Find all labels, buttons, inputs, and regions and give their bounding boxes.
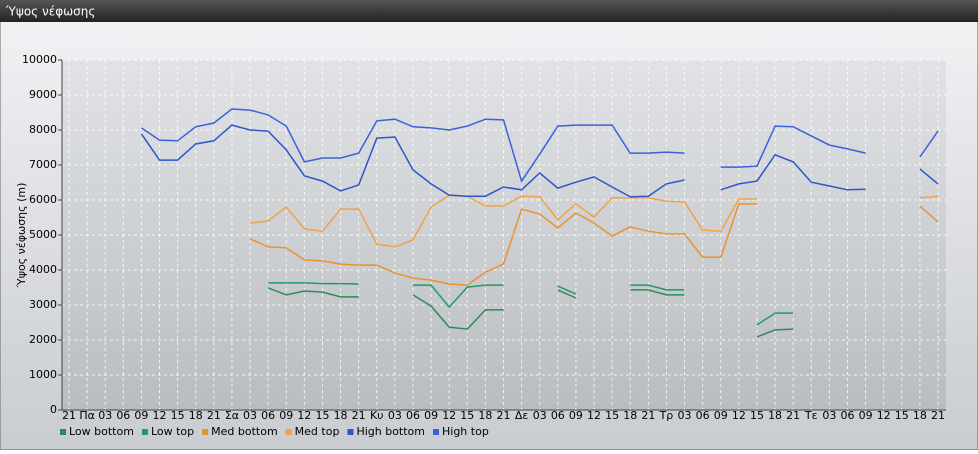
x-tick-label: 12: [877, 409, 891, 422]
x-tick-label: 09: [134, 409, 148, 422]
x-tick-label: 03: [533, 409, 547, 422]
x-tick-label: 03: [678, 409, 692, 422]
x-tick-label: 15: [750, 409, 764, 422]
x-tick-label: 03: [98, 409, 112, 422]
x-tick-label: 21: [207, 409, 221, 422]
x-tick-label: 06: [696, 409, 710, 422]
legend-swatch: [60, 429, 66, 435]
y-tick-label: 9000: [29, 88, 57, 101]
x-tick-label: 15: [315, 409, 329, 422]
y-tick-label: 0: [50, 403, 57, 416]
x-tick-label: 12: [587, 409, 601, 422]
x-tick-label: 06: [551, 409, 565, 422]
series-line: [140, 108, 939, 183]
legend-swatch: [433, 429, 439, 435]
y-tick-label: 7000: [29, 158, 57, 171]
x-tick-label: 12: [732, 409, 746, 422]
x-tick-label: Δε: [515, 409, 529, 422]
x-tick-label: 21: [62, 409, 76, 422]
y-tick-label: 5000: [29, 228, 57, 241]
x-tick-label: 15: [171, 409, 185, 422]
legend-label: Med bottom: [211, 425, 278, 438]
y-tick-label: 6000: [29, 193, 57, 206]
series-line: [268, 282, 794, 326]
series-line: [267, 287, 794, 338]
x-tick-label: 09: [424, 409, 438, 422]
x-tick-label: 18: [189, 409, 203, 422]
series-line: [140, 124, 939, 198]
legend-swatch: [141, 429, 148, 435]
title-bar: [0, 0, 978, 22]
x-tick-label: 21: [641, 409, 655, 422]
y-tick-label: 8000: [29, 123, 57, 136]
series-line: [249, 194, 939, 248]
legend-label: High top: [442, 425, 489, 438]
x-tick-label: 12: [442, 409, 456, 422]
x-tick-label: 06: [840, 409, 854, 422]
x-tick-label: 18: [623, 409, 637, 422]
x-tick-label: 06: [406, 409, 420, 422]
legend-label: Med top: [295, 425, 340, 438]
legend-label: Low bottom: [69, 425, 134, 438]
y-tick-label: 1000: [29, 368, 57, 381]
y-tick-label: 2000: [29, 333, 57, 346]
x-tick-label: 21: [786, 409, 800, 422]
x-tick-label: Πα: [79, 409, 95, 422]
x-tick-label: 12: [297, 409, 311, 422]
x-tick-label: 18: [478, 409, 492, 422]
x-tick-label: 18: [913, 409, 927, 422]
legend: Low bottom Low top Med bottom Med top High b…: [60, 425, 489, 438]
x-tick-label: 06: [261, 409, 275, 422]
x-tick-label: 09: [569, 409, 583, 422]
x-tick-label: 03: [388, 409, 402, 422]
x-tick-label: Τε: [804, 409, 818, 422]
x-tick-label: 21: [931, 409, 945, 422]
x-tick-label: 12: [153, 409, 167, 422]
x-tick-label: 18: [768, 409, 782, 422]
x-tick-label: 09: [279, 409, 293, 422]
x-tick-label: 21: [497, 409, 511, 422]
y-axis-label: Ύψος νέφωσης (m): [15, 183, 28, 289]
x-tick-label: 21: [352, 409, 366, 422]
chart-title: Ύψος νέφωσης: [5, 5, 95, 19]
y-tick-label: 4000: [29, 263, 57, 276]
series-line: [249, 203, 939, 286]
legend-label: High bottom: [356, 425, 425, 438]
x-tick-label: 03: [243, 409, 257, 422]
lines: [140, 108, 939, 338]
x-tick-label: 06: [116, 409, 130, 422]
x-tick-label: Κυ: [370, 409, 384, 422]
legend-swatch: [202, 429, 209, 435]
legend-label: Low top: [151, 425, 194, 438]
legend-swatch: [347, 429, 354, 435]
legend-swatch: [285, 429, 292, 435]
x-tick-label: 15: [460, 409, 474, 422]
x-tick-label: 15: [895, 409, 909, 422]
x-tick-label: Τρ: [659, 409, 674, 422]
x-tick-label: 09: [714, 409, 728, 422]
x-tick-label: Σα: [225, 409, 239, 422]
y-tick-label: 3000: [29, 298, 57, 311]
x-tick-label: 15: [605, 409, 619, 422]
y-tick-label: 10000: [22, 53, 57, 66]
x-tick-label: 09: [859, 409, 873, 422]
x-tick-label: 03: [822, 409, 836, 422]
x-tick-label: 18: [334, 409, 348, 422]
